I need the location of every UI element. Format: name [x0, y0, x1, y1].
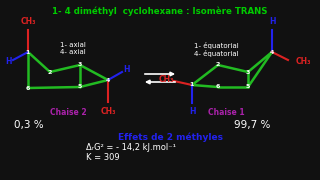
- Text: 2: 2: [48, 69, 52, 75]
- Text: 1: 1: [26, 50, 30, 55]
- Text: 2: 2: [216, 62, 220, 68]
- Text: 6: 6: [216, 84, 220, 89]
- Text: H: H: [189, 107, 195, 116]
- Text: 5: 5: [246, 84, 250, 89]
- Text: Chaise 2: Chaise 2: [50, 108, 87, 117]
- Text: H: H: [269, 17, 275, 26]
- Text: 5: 5: [78, 84, 82, 89]
- Text: CH₃: CH₃: [296, 57, 311, 66]
- Text: CH₃: CH₃: [158, 75, 174, 84]
- Text: 6: 6: [26, 86, 30, 91]
- Text: 99,7 %: 99,7 %: [234, 120, 270, 130]
- Text: 4: 4: [106, 78, 110, 82]
- Text: 1- 4 diméthyl  cyclohexane : Isomère TRANS: 1- 4 diméthyl cyclohexane : Isomère TRAN…: [52, 6, 268, 15]
- Text: 1- axial
4- axial: 1- axial 4- axial: [60, 42, 86, 55]
- Text: CH₃: CH₃: [100, 107, 116, 116]
- Text: 0,3 %: 0,3 %: [14, 120, 44, 130]
- Text: Chaise 1: Chaise 1: [208, 108, 244, 117]
- Text: 3: 3: [246, 69, 250, 75]
- Text: ΔᵣG² = - 14,2 kJ.mol⁻¹: ΔᵣG² = - 14,2 kJ.mol⁻¹: [86, 143, 176, 152]
- Text: H: H: [6, 57, 12, 66]
- Text: 1: 1: [190, 82, 194, 87]
- Text: CH₃: CH₃: [20, 17, 36, 26]
- Text: Effets de 2 méthyles: Effets de 2 méthyles: [118, 132, 223, 141]
- Text: H: H: [123, 66, 129, 75]
- Text: 3: 3: [78, 62, 82, 68]
- Text: K = 309: K = 309: [86, 153, 120, 162]
- Text: 4: 4: [270, 50, 274, 55]
- Text: 1- équatorial
4- équatorial: 1- équatorial 4- équatorial: [194, 42, 239, 57]
